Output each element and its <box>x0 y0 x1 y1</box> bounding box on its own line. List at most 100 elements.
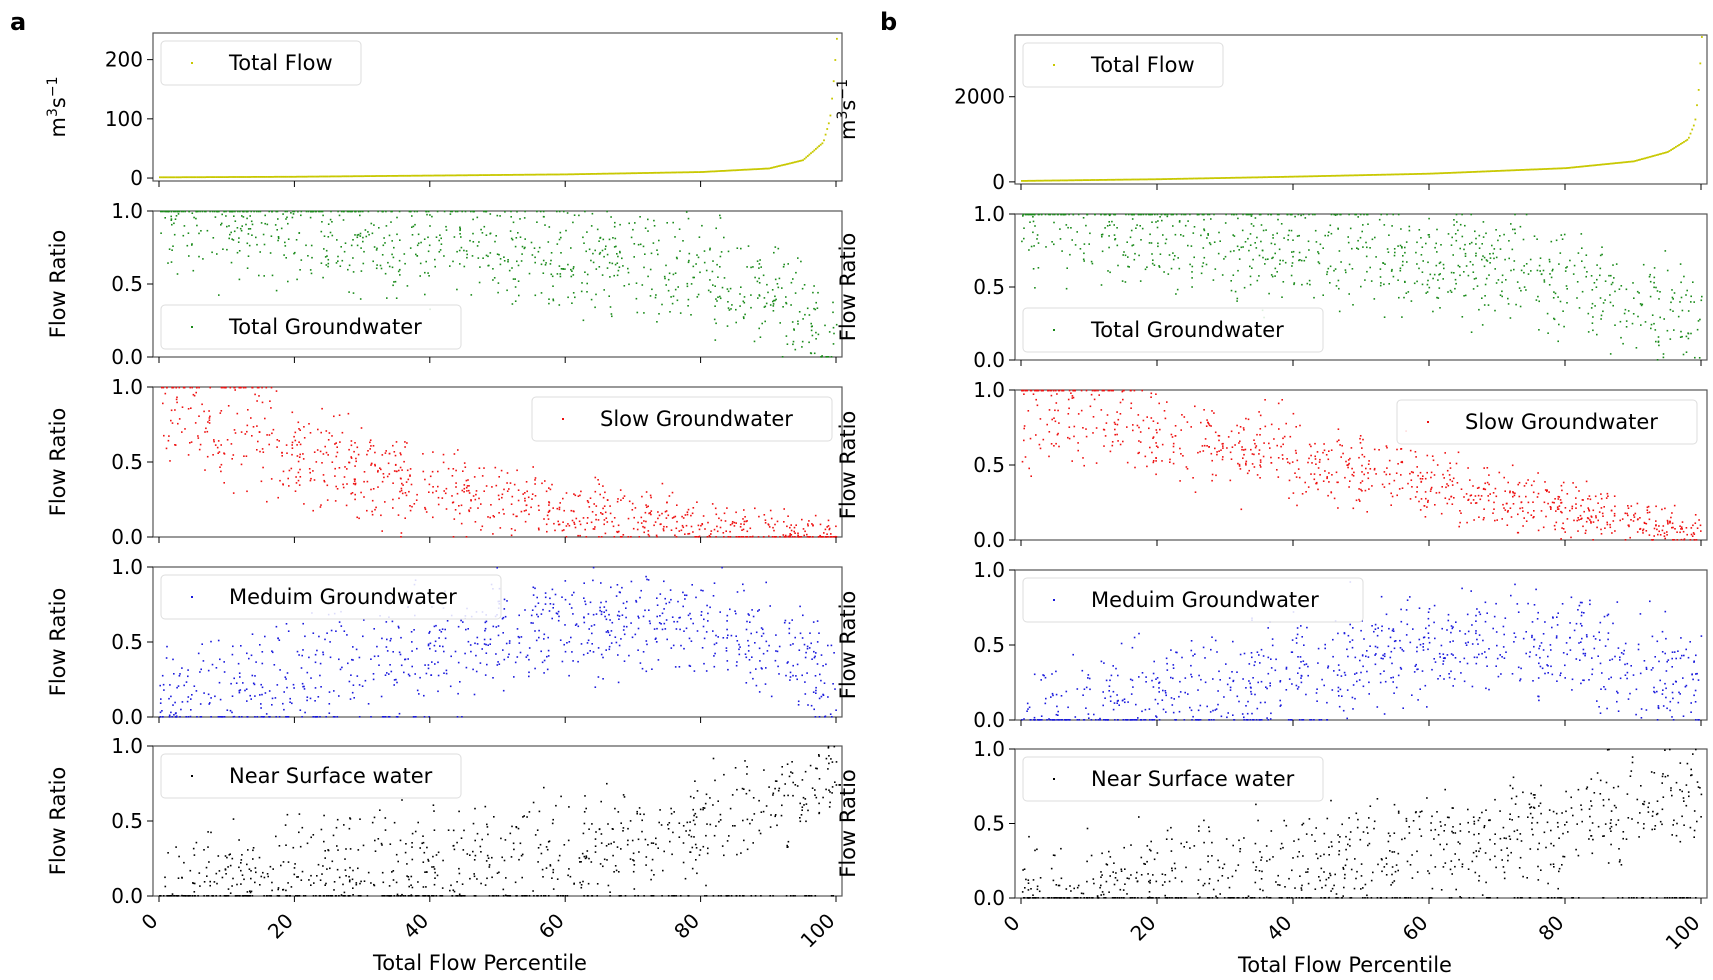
data-point <box>159 716 162 718</box>
data-point <box>691 846 694 849</box>
legend: Total Flow <box>1022 42 1224 88</box>
data-point <box>193 891 196 893</box>
data-point <box>595 514 597 516</box>
data-point <box>532 890 534 892</box>
data-point <box>295 476 297 478</box>
data-point <box>348 291 350 293</box>
data-point <box>1333 269 1335 272</box>
data-point <box>1596 278 1598 281</box>
data-point <box>719 217 722 219</box>
data-point <box>256 716 259 718</box>
data-point <box>752 168 754 171</box>
data-point <box>533 247 536 249</box>
data-point <box>742 583 744 586</box>
data-point <box>1701 36 1703 38</box>
data-point <box>237 895 239 897</box>
data-point <box>1637 159 1640 161</box>
data-point <box>560 795 562 798</box>
data-point <box>407 174 410 177</box>
data-point <box>526 816 528 818</box>
data-point <box>350 244 353 247</box>
data-point <box>575 517 578 520</box>
data-point <box>622 497 624 499</box>
data-point <box>1615 162 1617 164</box>
data-point <box>781 287 783 289</box>
data-point <box>352 482 355 485</box>
data-point <box>178 386 181 389</box>
data-point <box>1514 169 1517 172</box>
data-point <box>1189 177 1192 180</box>
data-point <box>800 159 803 162</box>
data-point <box>721 286 724 289</box>
data-point <box>558 304 561 306</box>
data-point <box>203 210 206 213</box>
data-point <box>276 229 278 231</box>
data-point <box>587 882 590 885</box>
data-point <box>600 582 602 584</box>
data-point <box>673 811 675 813</box>
data-point <box>474 854 477 857</box>
data-point <box>688 252 691 255</box>
data-point <box>461 716 463 718</box>
data-point <box>178 675 181 677</box>
data-point <box>797 320 799 323</box>
data-point <box>312 509 314 512</box>
data-point <box>388 895 390 897</box>
data-point <box>707 521 709 524</box>
data-point <box>662 529 665 532</box>
data-point <box>176 895 179 897</box>
data-point <box>622 534 625 536</box>
data-point <box>1237 269 1239 272</box>
data-point <box>572 613 574 615</box>
data-point <box>1348 174 1351 177</box>
data-point <box>687 305 689 307</box>
data-point <box>792 278 794 280</box>
data-point <box>1664 250 1667 252</box>
data-point <box>516 260 518 263</box>
data-point <box>393 246 395 249</box>
data-point <box>322 214 324 217</box>
data-point <box>619 223 621 226</box>
data-point <box>700 589 702 592</box>
data-point <box>209 884 211 887</box>
data-point <box>338 876 341 879</box>
data-point <box>1360 174 1362 177</box>
data-point <box>164 876 166 879</box>
data-point <box>563 643 565 646</box>
data-point <box>816 307 819 309</box>
data-point <box>1391 268 1393 271</box>
data-point <box>682 825 685 827</box>
data-point <box>748 614 750 616</box>
data-point <box>171 716 173 718</box>
data-point <box>770 695 773 698</box>
data-point <box>594 851 597 853</box>
data-point <box>199 671 201 673</box>
data-point <box>1204 177 1207 180</box>
data-point <box>780 814 783 817</box>
legend: Meduim Groundwater <box>160 574 502 620</box>
data-point <box>1048 179 1051 182</box>
data-point <box>811 536 814 538</box>
data-point <box>745 682 748 684</box>
data-point <box>1183 177 1186 180</box>
data-point <box>608 172 610 175</box>
data-point <box>517 827 520 830</box>
data-point <box>1392 173 1395 176</box>
data-point <box>284 210 287 213</box>
data-point <box>173 210 175 213</box>
data-point <box>206 455 209 458</box>
data-point <box>243 455 245 457</box>
data-point <box>1139 178 1142 181</box>
data-point <box>452 501 455 503</box>
data-point <box>218 870 221 872</box>
data-point <box>367 175 370 177</box>
data-point <box>1542 168 1544 170</box>
data-point <box>526 654 529 657</box>
data-point <box>724 169 727 172</box>
data-point <box>518 614 520 617</box>
data-point <box>240 859 243 861</box>
data-point <box>404 517 406 519</box>
data-point <box>1371 174 1374 176</box>
data-point <box>304 711 306 714</box>
